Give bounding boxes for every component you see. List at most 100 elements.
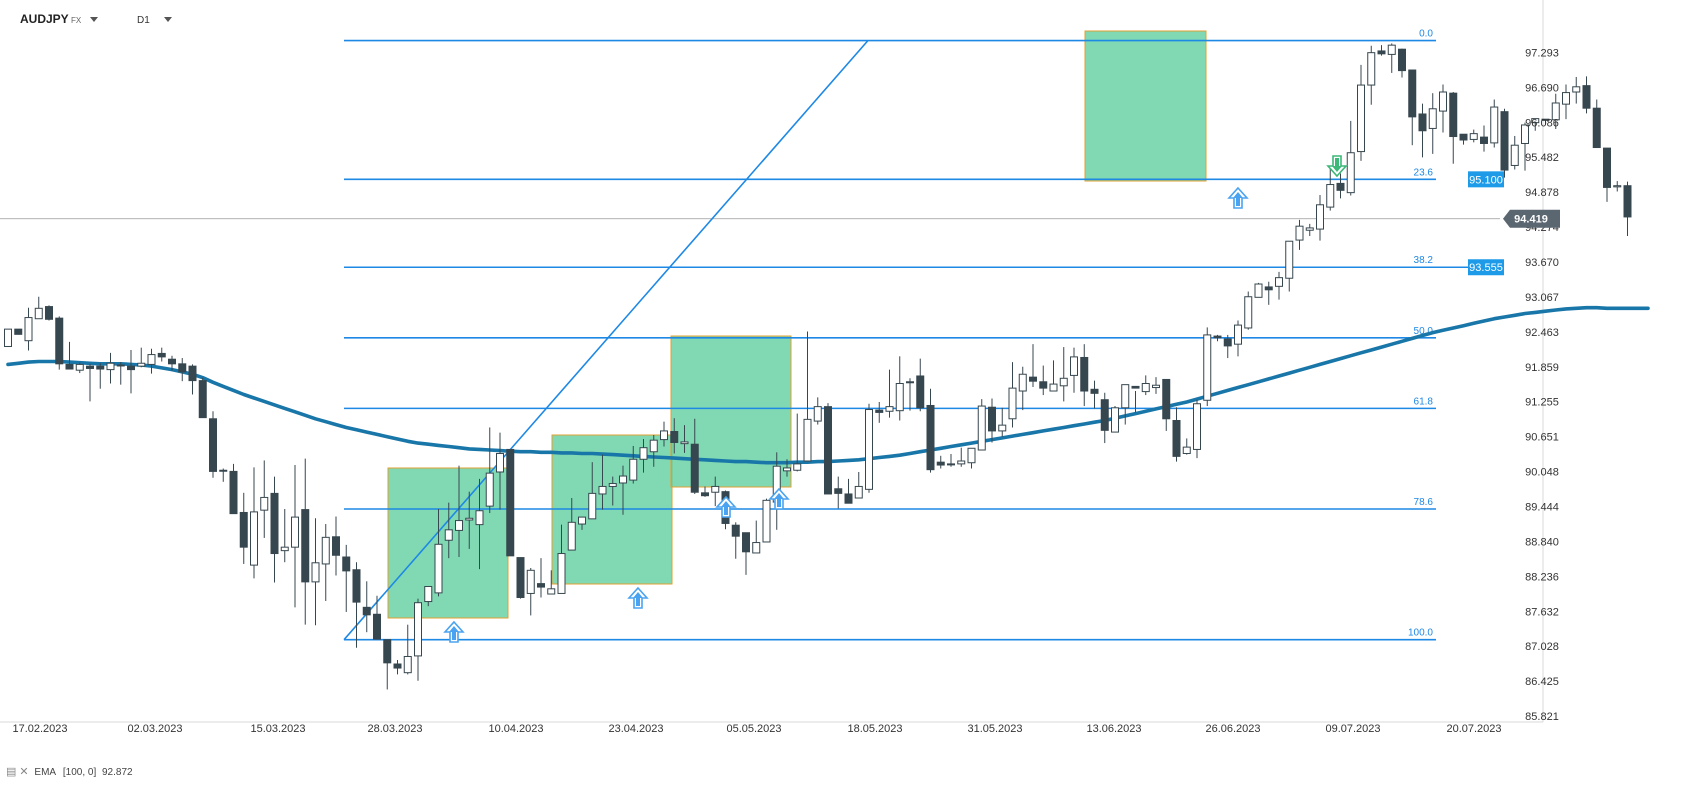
y-tick-label: 88.840 — [1525, 536, 1559, 548]
indicator-legend: ▤ ✕ EMA [100, 0] 92.872 — [6, 765, 133, 778]
candle — [1387, 43, 1396, 73]
candle — [1541, 118, 1550, 125]
candle — [1572, 76, 1581, 104]
candle-body — [45, 306, 53, 320]
candle — [906, 378, 914, 411]
candle — [1008, 362, 1017, 428]
candle — [1459, 133, 1468, 145]
candle — [260, 460, 269, 538]
candle-body — [219, 469, 228, 472]
candle-body — [547, 588, 556, 595]
candle — [1521, 122, 1529, 171]
candle-body — [24, 317, 33, 342]
arrow-inner — [774, 493, 784, 507]
candle — [383, 639, 392, 690]
timeframe-dropdown-icon[interactable] — [164, 17, 172, 22]
timeframe-selector[interactable]: D1 — [137, 15, 150, 26]
candle-body — [1018, 373, 1027, 392]
symbol-dropdown-icon[interactable] — [90, 17, 98, 22]
candle-body — [332, 536, 340, 556]
candle-body — [1541, 118, 1550, 121]
symbol-name[interactable]: AUDJPY — [20, 12, 69, 26]
candle — [578, 516, 586, 530]
candle-body — [1275, 277, 1283, 287]
candle-body — [824, 406, 832, 495]
candle — [465, 491, 474, 549]
candle-body — [270, 492, 279, 555]
candle-body — [465, 517, 474, 521]
candle-body — [506, 448, 515, 557]
candle-body — [1572, 86, 1581, 93]
candle-body — [55, 317, 64, 365]
candle-body — [608, 483, 617, 487]
fib-level-label: 0.0 — [1419, 29, 1433, 40]
candle-body — [957, 460, 966, 465]
candle — [1203, 327, 1212, 407]
candle-body — [1295, 225, 1304, 241]
buy-signal-arrow — [768, 487, 790, 510]
price-tag-shape — [1468, 171, 1504, 188]
y-tick-label: 93.670 — [1525, 257, 1559, 269]
candle-body — [4, 328, 12, 347]
candle — [783, 459, 791, 477]
candle-body — [803, 418, 812, 462]
candle-body — [588, 492, 597, 520]
candle-body — [1408, 69, 1417, 118]
candle — [1510, 135, 1519, 170]
candle-body — [783, 467, 791, 472]
x-tick-label: 18.05.2023 — [847, 723, 902, 735]
candle-body — [168, 358, 176, 365]
candle — [1500, 108, 1509, 178]
candle-body — [137, 362, 146, 367]
candle-body — [1305, 227, 1314, 231]
candle-body — [34, 307, 43, 320]
candle-body — [1387, 44, 1396, 55]
candle-body — [762, 499, 771, 543]
y-tick-label: 88.236 — [1525, 571, 1559, 583]
candle — [75, 362, 84, 374]
candle — [844, 478, 853, 504]
candle-body — [1521, 124, 1529, 144]
candle — [280, 509, 289, 563]
candle — [537, 558, 545, 598]
candle-body — [1562, 92, 1570, 105]
candle — [1357, 64, 1365, 161]
candle-body — [1152, 384, 1160, 389]
candle-body — [598, 485, 607, 495]
fib-trend-line[interactable] — [343, 40, 869, 641]
candle — [1070, 347, 1078, 393]
candle — [291, 465, 299, 608]
candle-body — [680, 441, 689, 445]
candle-body — [1623, 185, 1632, 218]
candle — [957, 447, 966, 467]
candle — [639, 439, 648, 473]
indicator-settings-icon[interactable]: ▤ — [6, 766, 17, 778]
candle — [24, 307, 33, 351]
candle-body — [885, 406, 894, 412]
candle-body — [1059, 377, 1068, 387]
candle — [321, 524, 330, 601]
candle-body — [1049, 383, 1058, 392]
candle — [1141, 375, 1150, 396]
candle-body — [834, 488, 843, 494]
y-tick-label: 91.255 — [1525, 397, 1559, 409]
candle-body — [157, 352, 166, 358]
candle — [1592, 99, 1601, 149]
candle — [434, 509, 443, 597]
indicator-params: [100, 0] — [62, 767, 97, 778]
candle-body — [1029, 376, 1037, 382]
y-tick-label: 94.878 — [1525, 187, 1559, 199]
candle — [598, 454, 607, 510]
candle-body — [373, 613, 381, 640]
remove-indicator-icon[interactable]: ✕ — [19, 766, 29, 778]
candle-body — [1592, 107, 1601, 149]
candle-body — [198, 380, 207, 419]
candle-body — [1326, 184, 1335, 208]
candle — [444, 502, 453, 559]
candle — [250, 467, 258, 579]
candle — [1346, 120, 1355, 196]
x-tick-label: 23.04.2023 — [608, 723, 663, 735]
candle — [813, 397, 822, 425]
candle-body — [752, 542, 761, 554]
